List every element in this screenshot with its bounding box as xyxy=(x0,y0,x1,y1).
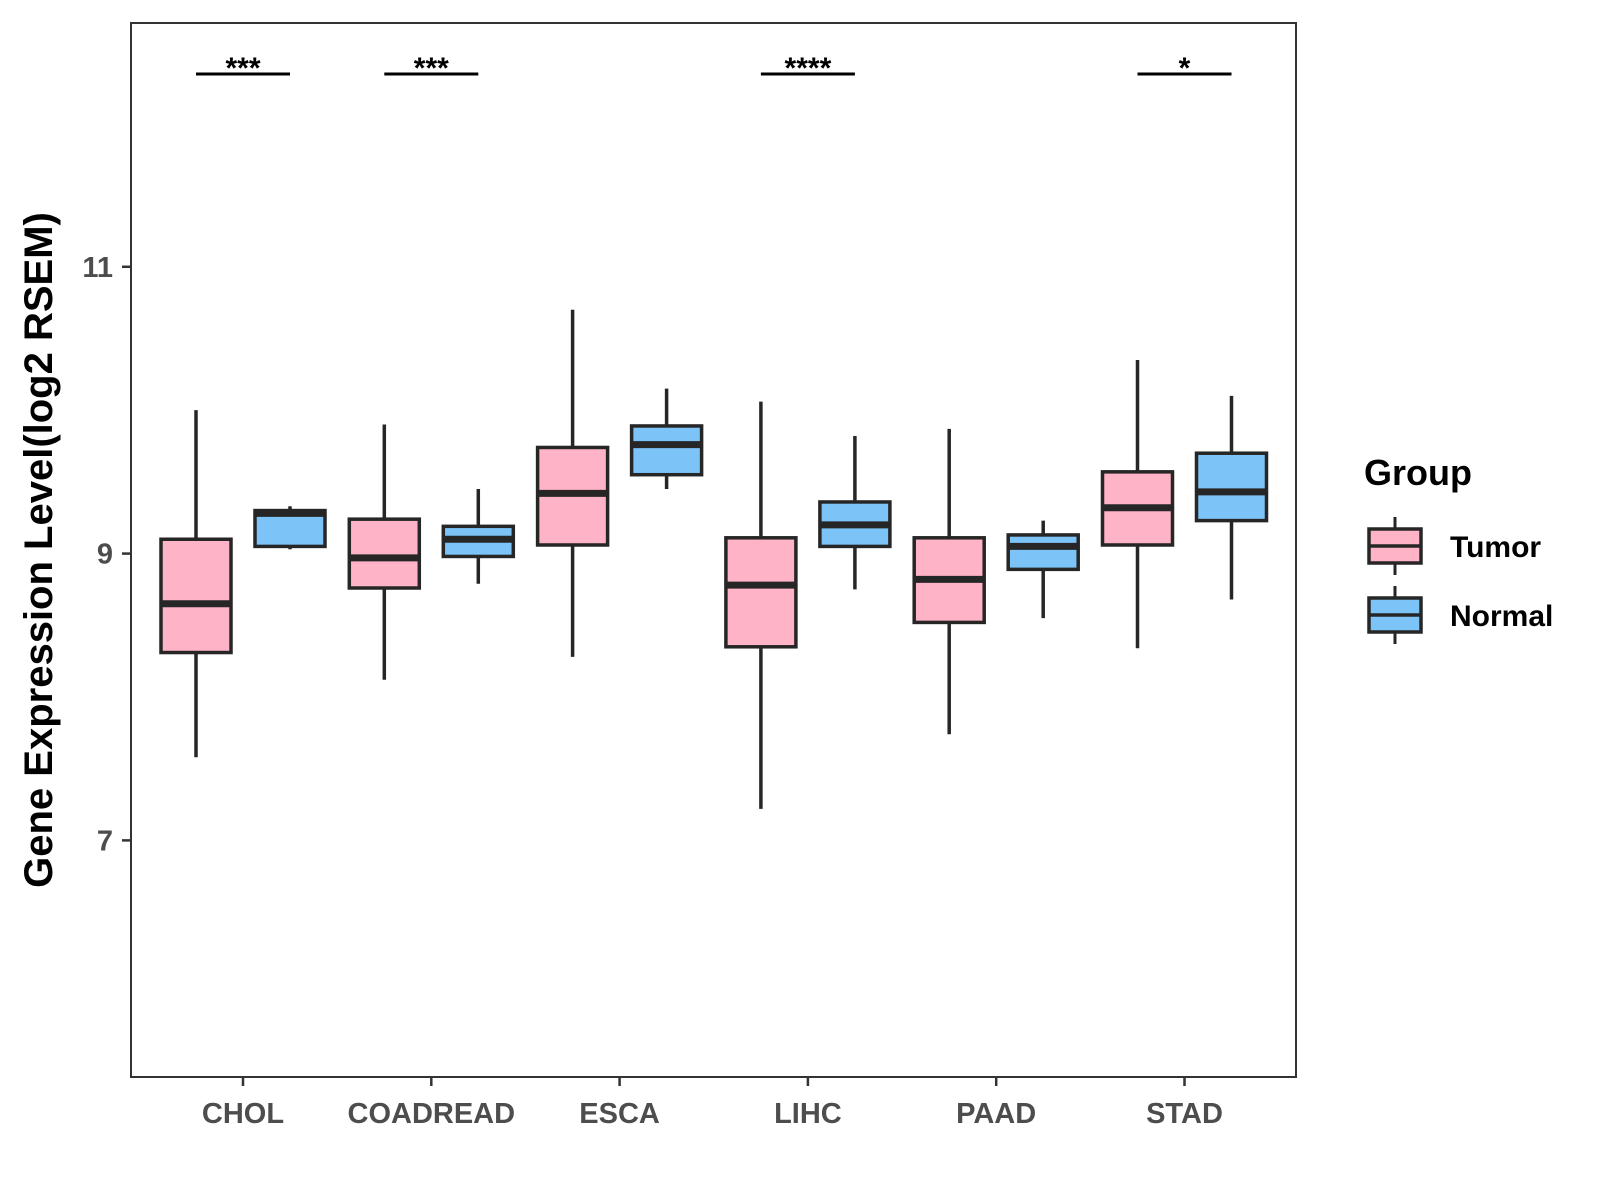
x-tick-label: LIHC xyxy=(774,1098,842,1130)
box-body xyxy=(629,424,704,477)
box-tumor-chol xyxy=(159,410,233,758)
box-body xyxy=(347,517,422,590)
legend-item-normal: Normal xyxy=(1367,586,1553,644)
legend: Group Tumor Normal xyxy=(1364,452,1553,644)
box-normal-paad xyxy=(1006,520,1080,619)
x-tick-label: PAAD xyxy=(956,1098,1036,1130)
box-normal-chol xyxy=(253,506,327,550)
significance-label: *** xyxy=(225,52,260,85)
significance-label: *** xyxy=(414,52,449,85)
axes: 7 9 11 CHOL COADREAD ESCA LIHC PAAD STAD xyxy=(82,252,1223,1130)
box-body xyxy=(1006,533,1080,572)
box-normal-esca xyxy=(629,388,704,490)
x-tick-label: ESCA xyxy=(579,1098,660,1130)
significance-label: * xyxy=(1179,52,1191,85)
legend-title: Group xyxy=(1364,452,1472,493)
box-body xyxy=(159,537,233,655)
box-tumor-coadread xyxy=(347,424,422,680)
x-tick-label: STAD xyxy=(1146,1098,1223,1130)
box-body xyxy=(1194,451,1269,523)
box-tumor-paad xyxy=(912,428,986,735)
box-normal-lihc xyxy=(818,435,892,590)
legend-label: Normal xyxy=(1450,600,1553,633)
box-tumor-lihc xyxy=(724,401,798,809)
plot-area xyxy=(159,309,1269,809)
y-axis-title: Gene Expression Level(log2 RSEM) xyxy=(17,212,61,888)
legend-item-tumor: Tumor xyxy=(1367,517,1541,575)
box-normal-stad xyxy=(1194,395,1269,600)
box-tumor-stad xyxy=(1100,359,1175,649)
y-tick-label: 11 xyxy=(82,252,113,284)
box-normal-coadread xyxy=(441,489,516,584)
y-tick-label: 7 xyxy=(97,825,113,857)
box-tumor-esca xyxy=(535,309,610,657)
significance-stad: * xyxy=(1137,52,1232,85)
significance-annotations: *** *** **** * xyxy=(196,52,1232,85)
significance-chol: *** xyxy=(196,52,290,85)
legend-label: Tumor xyxy=(1450,531,1541,564)
significance-lihc: **** xyxy=(760,52,855,85)
y-tick-label: 9 xyxy=(97,539,113,571)
box-body xyxy=(724,536,798,649)
significance-label: **** xyxy=(785,52,832,85)
x-tick-label: COADREAD xyxy=(348,1098,516,1130)
significance-coadread: *** xyxy=(384,52,479,85)
x-tick-label: CHOL xyxy=(202,1098,284,1130)
plot-panel-border xyxy=(130,22,1297,1078)
